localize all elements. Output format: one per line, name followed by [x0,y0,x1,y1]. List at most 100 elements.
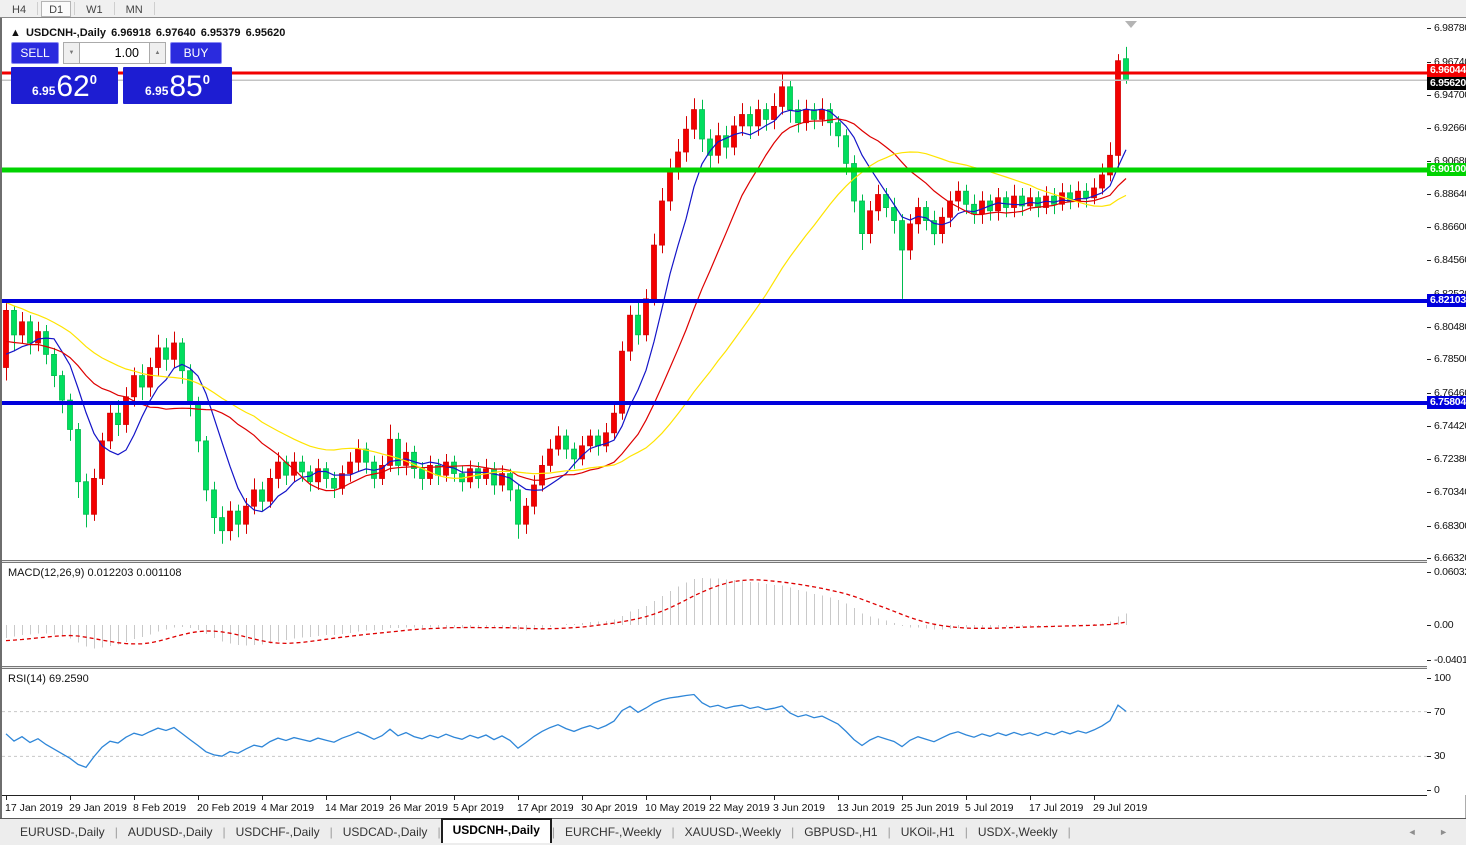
time-tick-label: 8 Feb 2019 [133,802,187,814]
time-tick-label: 29 Jul 2019 [1093,802,1148,814]
chart-tab-xauusd-weekly[interactable]: XAUUSD-,Weekly [684,825,782,839]
macd-axis-label: 0.00 [1434,619,1454,631]
price-tick [1427,128,1431,129]
price-tick [1427,459,1431,460]
pane-divider[interactable] [2,666,1427,669]
time-tick-label: 4 Mar 2019 [261,802,315,814]
tab-scroll-left-icon[interactable]: ◄ [1407,827,1427,837]
tab-scroll-right-icon[interactable]: ► [1439,827,1458,837]
macd-axis-tick [1427,625,1431,626]
chart-tab-audusd-daily[interactable]: AUDUSD-,Daily [127,825,213,839]
time-tick [1030,796,1031,800]
price-tick [1427,227,1431,228]
volume-input[interactable]: 1.00 [80,42,149,64]
price-tick [1427,359,1431,360]
price-tick-label: 6.88640 [1434,188,1466,200]
rsi-axis-label: 0 [1434,784,1440,796]
price-tick-label: 6.92660 [1434,122,1466,134]
tab-scroll-arrows: ◄ ► [1408,827,1458,837]
tab-separator: | [222,825,226,839]
volume-decrease-button[interactable]: ▼ [63,42,80,64]
buy-price-point: 0 [202,72,210,87]
price-tick-label: 6.84560 [1434,254,1466,266]
chart-tab-eurusd-daily[interactable]: EURUSD-,Daily [20,825,105,839]
candles-layer [3,46,1129,544]
time-tick-label: 3 Jun 2019 [773,802,825,814]
time-tick [582,796,583,800]
time-tick-label: 5 Apr 2019 [453,802,504,814]
sell-price-point: 0 [89,72,97,87]
time-tick-label: 25 Jun 2019 [901,802,959,814]
time-tick-label: 10 May 2019 [645,802,706,814]
rsi-indicator-pane[interactable] [2,669,1427,793]
ohlc-high: 6.97640 [155,27,196,39]
price-tick [1427,161,1431,162]
price-tick [1427,327,1431,328]
main-price-chart[interactable] [2,18,1427,560]
tab-separator: | [329,825,333,839]
tab-separator: | [114,825,118,839]
tab-separator: | [964,825,968,839]
timeframe-mn-button[interactable]: MN [125,3,143,16]
time-tick [1094,796,1095,800]
timeframe-h4-button[interactable]: H4 [12,3,27,16]
tab-separator: | [791,825,795,839]
horizontal-levels-layer [2,71,1427,405]
time-tick-label: 30 Apr 2019 [581,802,638,814]
time-tick-label: 20 Feb 2019 [197,802,256,814]
price-tick-label: 6.74420 [1434,420,1466,432]
rsi-axis-tick [1427,756,1431,757]
chart-title: ▲ USDCNH-,Daily 6.96918 6.97640 6.95379 … [10,27,287,39]
rsi-axis-label: 100 [1434,672,1451,684]
time-tick-label: 29 Jan 2019 [69,802,127,814]
price-tick-label: 6.72380 [1434,453,1466,465]
sell-button[interactable]: SELL [11,42,59,64]
buy-price-display[interactable]: 6.95 85 0 [123,67,232,104]
price-tick [1427,426,1431,427]
time-tick [774,796,775,800]
timeframe-w1-button[interactable]: W1 [86,3,103,16]
time-tick [518,796,519,800]
price-tick [1427,558,1431,559]
price-tick-label: 6.68300 [1434,520,1466,532]
chart-tab-usdcnh-daily[interactable]: USDCNH-,Daily [440,818,552,843]
chart-tab-usdx-weekly[interactable]: USDX-,Weekly [977,825,1058,839]
chart-tab-usdcad-daily[interactable]: USDCAD-,Daily [342,825,428,839]
macd-indicator-pane[interactable] [2,563,1427,666]
volume-stepper: ▼ 1.00 ▲ [63,42,166,64]
price-tick-label: 6.98780 [1434,22,1466,34]
time-tick [838,796,839,800]
time-tick [902,796,903,800]
pane-divider[interactable] [2,560,1427,563]
price-axis: 6.987806.967406.947006.926606.906806.886… [1427,18,1466,796]
ohlc-close: 6.95620 [245,27,286,39]
toolbar-separator [74,2,76,15]
tab-separator: | [887,825,891,839]
collapse-arrow-icon[interactable]: ▲ [10,27,21,39]
time-tick [710,796,711,800]
rsi-label: RSI(14) 69.2590 [8,673,89,685]
volume-increase-button[interactable]: ▲ [149,42,166,64]
time-tick-label: 17 Jul 2019 [1029,802,1084,814]
rsi-axis-label: 30 [1434,750,1446,762]
timeframe-toolbar: H4 D1 W1 MN [0,0,1466,18]
price-tick-label: 6.66320 [1434,552,1466,564]
chart-tab-gbpusd-h1[interactable]: GBPUSD-,H1 [804,825,878,839]
buy-button[interactable]: BUY [170,42,222,64]
price-tick [1427,492,1431,493]
price-tick-label: 6.86600 [1434,221,1466,233]
rsi-line [5,693,1127,769]
toolbar-separator [153,2,155,15]
chart-tab-usdchf-daily[interactable]: USDCHF-,Daily [235,825,320,839]
timeframe-d1-button[interactable]: D1 [41,0,72,17]
price-tick-label: 6.78500 [1434,353,1466,365]
price-badge: 6.75804 [1427,396,1466,409]
price-badge: 6.95620 [1427,77,1466,90]
price-tick [1427,260,1431,261]
chart-tab-ukoil-h1[interactable]: UKOil-,H1 [900,825,955,839]
chart-tab-eurchf-weekly[interactable]: EURCHF-,Weekly [565,825,662,839]
price-tick [1427,194,1431,195]
macd-axis-label: 0.060329 [1434,566,1466,578]
sell-price-display[interactable]: 6.95 62 0 [11,67,118,104]
toolbar-separator [113,2,115,15]
